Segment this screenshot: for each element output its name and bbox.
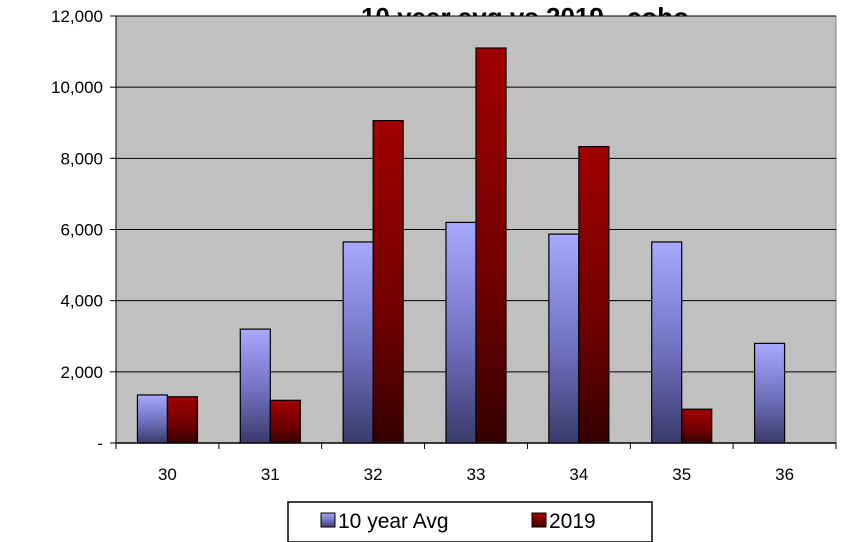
x-tick-label: 34	[569, 465, 588, 484]
legend-swatch-avg	[320, 512, 336, 528]
x-axis: 30 31 32 33 34 35 36	[115, 442, 837, 484]
x-tick-label: 30	[158, 465, 177, 484]
bar-10-year-avg	[445, 221, 477, 444]
x-tick-label: 32	[364, 465, 383, 484]
x-tick-label: 31	[261, 465, 280, 484]
bar-2019	[269, 399, 301, 444]
y-tick-label: -	[97, 434, 103, 453]
x-tick-label: 33	[467, 465, 486, 484]
y-tick-label: 10,000	[51, 78, 103, 97]
bar-10-year-avg	[239, 328, 271, 444]
bars	[136, 47, 786, 444]
bar-10-year-avg	[136, 394, 169, 444]
bar-2019	[372, 120, 404, 444]
y-tick-label: 4,000	[60, 292, 103, 311]
y-tick-label: 12,000	[51, 7, 103, 26]
legend-swatch-2019	[531, 512, 547, 528]
bar-2019	[475, 47, 507, 444]
legend: 10 year Avg 2019	[287, 501, 653, 542]
bar-10-year-avg	[548, 233, 580, 444]
legend-box	[287, 501, 653, 542]
bar-10-year-avg	[651, 241, 683, 444]
legend-label-2019: 2019	[549, 510, 596, 533]
bar-2019	[681, 408, 713, 444]
bar-2019	[578, 145, 610, 444]
x-tick-label: 35	[672, 465, 691, 484]
y-tick-label: 6,000	[60, 221, 103, 240]
x-tick-label: 36	[775, 465, 794, 484]
y-axis: - 2,000 4,000 6,000 8,000 10,000 12,000	[51, 7, 117, 453]
y-tick-label: 2,000	[60, 363, 103, 382]
legend-label-avg: 10 year Avg	[338, 510, 449, 533]
y-tick-label: 8,000	[60, 149, 103, 168]
bar-10-year-avg	[753, 342, 786, 444]
bar-10-year-avg	[342, 241, 374, 444]
bar-2019	[166, 396, 199, 444]
